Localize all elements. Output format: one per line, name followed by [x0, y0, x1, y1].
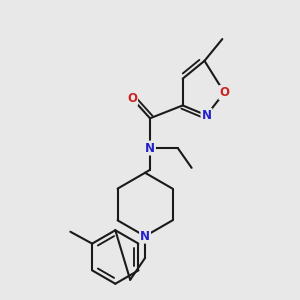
Text: N: N — [140, 230, 150, 243]
Text: O: O — [219, 86, 229, 99]
Text: N: N — [145, 142, 155, 154]
Text: N: N — [202, 109, 212, 122]
Text: O: O — [127, 92, 137, 105]
